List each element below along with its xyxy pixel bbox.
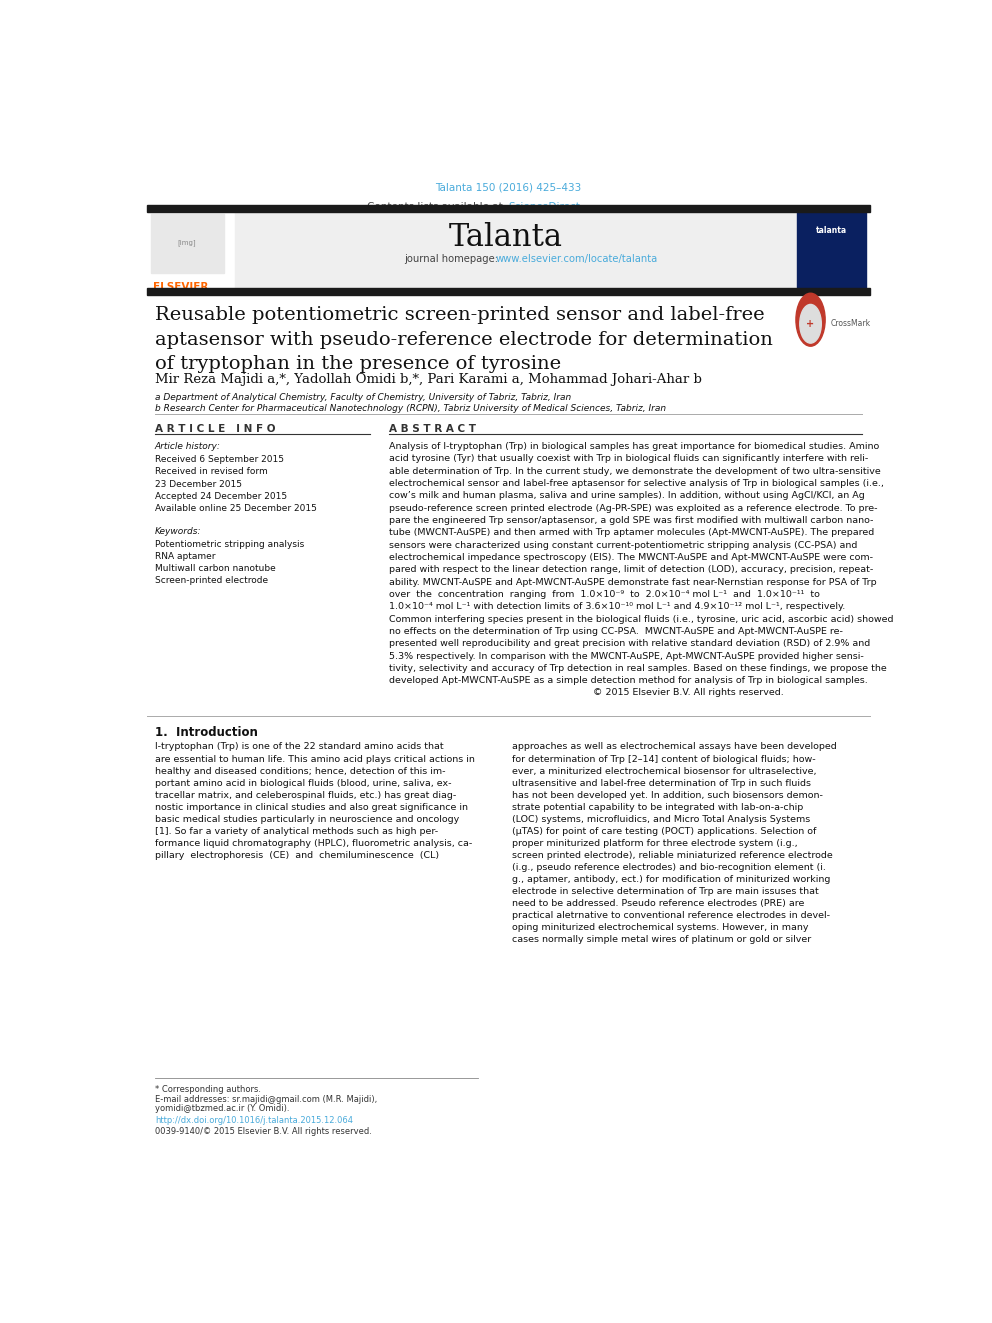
Text: electrochemical impedance spectroscopy (EIS). The MWCNT-AuSPE and Apt-MWCNT-AuSP: electrochemical impedance spectroscopy (…	[389, 553, 873, 562]
Text: Received 6 September 2015: Received 6 September 2015	[155, 455, 284, 464]
Bar	[797, 212, 866, 288]
Text: Received in revised form: Received in revised form	[155, 467, 268, 476]
Bar	[147, 205, 870, 212]
Text: www.elsevier.com/locate/talanta: www.elsevier.com/locate/talanta	[495, 254, 658, 263]
Text: Screen-printed electrode: Screen-printed electrode	[155, 577, 268, 586]
Text: [img]: [img]	[178, 239, 196, 246]
Text: g., aptamer, antibody, ect.) for modification of miniturized working: g., aptamer, antibody, ect.) for modific…	[512, 875, 830, 884]
Text: pillary  electrophoresis  (CE)  and  chemiluminescence  (CL): pillary electrophoresis (CE) and chemilu…	[155, 851, 438, 860]
Text: (LOC) systems, microfluidics, and Micro Total Analysis Systems: (LOC) systems, microfluidics, and Micro …	[512, 815, 810, 824]
Text: E-mail addresses: sr.majidi@gmail.com (M.R. Majidi),: E-mail addresses: sr.majidi@gmail.com (M…	[155, 1095, 377, 1103]
Text: 1.0×10⁻⁴ mol L⁻¹ with detection limits of 3.6×10⁻¹⁰ mol L⁻¹ and 4.9×10⁻¹² mol L⁻: 1.0×10⁻⁴ mol L⁻¹ with detection limits o…	[389, 602, 845, 611]
Text: A B S T R A C T: A B S T R A C T	[389, 423, 476, 434]
Text: able determination of Trp. In the current study, we demonstrate the development : able determination of Trp. In the curren…	[389, 467, 881, 475]
Text: pare the engineered Trp sensor/aptasensor, a gold SPE was first modified with mu: pare the engineered Trp sensor/aptasenso…	[389, 516, 874, 525]
Text: 5.3% respectively. In comparison with the MWCNT-AuSPE, Apt-MWCNT-AuSPE provided : 5.3% respectively. In comparison with th…	[389, 651, 864, 660]
Text: * Corresponding authors.: * Corresponding authors.	[155, 1085, 261, 1094]
Text: need to be addressed. Pseudo reference electrodes (PRE) are: need to be addressed. Pseudo reference e…	[512, 898, 805, 908]
Text: [1]. So far a variety of analytical methods such as high per-: [1]. So far a variety of analytical meth…	[155, 827, 437, 836]
Text: electrochemical sensor and label-free aptasensor for selective analysis of Trp i: electrochemical sensor and label-free ap…	[389, 479, 884, 488]
Text: +: +	[806, 319, 814, 329]
Text: Mir Reza Majidi a,*, Yadollah Omidi b,*, Pari Karami a, Mohammad Johari-Ahar b: Mir Reza Majidi a,*, Yadollah Omidi b,*,…	[155, 373, 701, 386]
Text: ability. MWCNT-AuSPE and Apt-MWCNT-AuSPE demonstrate fast near-Nernstian respons: ability. MWCNT-AuSPE and Apt-MWCNT-AuSPE…	[389, 578, 877, 586]
Text: has not been developed yet. In addition, such biosensors demon-: has not been developed yet. In addition,…	[512, 791, 823, 799]
Text: talanta: talanta	[815, 225, 847, 234]
Text: oping miniturized electrochemical systems. However, in many: oping miniturized electrochemical system…	[512, 922, 808, 931]
Text: acid tyrosine (Tyr) that usually coexist with Trp in biological fluids can signi: acid tyrosine (Tyr) that usually coexist…	[389, 454, 868, 463]
Text: a Department of Analytical Chemistry, Faculty of Chemistry, University of Tabriz: a Department of Analytical Chemistry, Fa…	[155, 393, 571, 402]
Text: 1.  Introduction: 1. Introduction	[155, 726, 258, 740]
Text: healthy and diseased conditions; hence, detection of this im-: healthy and diseased conditions; hence, …	[155, 766, 445, 775]
Text: Available online 25 December 2015: Available online 25 December 2015	[155, 504, 316, 513]
Text: RNA aptamer: RNA aptamer	[155, 552, 215, 561]
Text: tivity, selectivity and accuracy of Trp detection in real samples. Based on thes: tivity, selectivity and accuracy of Trp …	[389, 664, 887, 673]
Text: b Research Center for Pharmaceutical Nanotechnology (RCPN), Tabriz University of: b Research Center for Pharmaceutical Nan…	[155, 405, 666, 413]
Bar	[235, 212, 797, 288]
Ellipse shape	[796, 294, 825, 347]
Text: screen printed electrode), reliable miniaturized reference electrode: screen printed electrode), reliable mini…	[512, 851, 833, 860]
Text: ELSEVIER: ELSEVIER	[153, 282, 208, 292]
Text: proper miniturized platform for three electrode system (i.g.,: proper miniturized platform for three el…	[512, 839, 798, 848]
Text: 0039-9140/© 2015 Elsevier B.V. All rights reserved.: 0039-9140/© 2015 Elsevier B.V. All right…	[155, 1127, 372, 1135]
Text: l-tryptophan (Trp) is one of the 22 standard amino acids that: l-tryptophan (Trp) is one of the 22 stan…	[155, 742, 443, 751]
Text: (i.g., pseudo reference electrodes) and bio-recognition element (i.: (i.g., pseudo reference electrodes) and …	[512, 863, 826, 872]
Text: ScienceDirect: ScienceDirect	[509, 201, 580, 212]
Text: http://dx.doi.org/10.1016/j.talanta.2015.12.064: http://dx.doi.org/10.1016/j.talanta.2015…	[155, 1117, 353, 1126]
Text: electrode in selective determination of Trp are main issuses that: electrode in selective determination of …	[512, 886, 819, 896]
Text: for determination of Trp [2–14] content of biological fluids; how-: for determination of Trp [2–14] content …	[512, 754, 815, 763]
Text: portant amino acid in biological fluids (blood, urine, saliva, ex-: portant amino acid in biological fluids …	[155, 778, 451, 787]
Text: approaches as well as electrochemical assays have been developed: approaches as well as electrochemical as…	[512, 742, 837, 751]
Text: journal homepage:: journal homepage:	[405, 254, 502, 263]
Text: Common interfering species present in the biological fluids (i.e., tyrosine, uri: Common interfering species present in th…	[389, 614, 894, 623]
Text: Multiwall carbon nanotube: Multiwall carbon nanotube	[155, 564, 276, 573]
Text: Reusable potentiometric screen-printed sensor and label-free
aptasensor with pse: Reusable potentiometric screen-printed s…	[155, 307, 773, 373]
Text: Accepted 24 December 2015: Accepted 24 December 2015	[155, 492, 287, 501]
Text: (μTAS) for point of care testing (POCT) applications. Selection of: (μTAS) for point of care testing (POCT) …	[512, 827, 816, 836]
Text: are essential to human life. This amino acid plays critical actions in: are essential to human life. This amino …	[155, 754, 474, 763]
Text: pared with respect to the linear detection range, limit of detection (LOD), accu: pared with respect to the linear detecti…	[389, 565, 874, 574]
Text: Article history:: Article history:	[155, 442, 220, 451]
Text: no effects on the determination of Trp using CC-PSA.  MWCNT-AuSPE and Apt-MWCNT-: no effects on the determination of Trp u…	[389, 627, 843, 636]
Bar	[147, 288, 870, 295]
Text: Contents lists available at: Contents lists available at	[367, 201, 506, 212]
Text: yomidi@tbzmed.ac.ir (Y. Omidi).: yomidi@tbzmed.ac.ir (Y. Omidi).	[155, 1105, 290, 1113]
Text: over  the  concentration  ranging  from  1.0×10⁻⁹  to  2.0×10⁻⁴ mol L⁻¹  and  1.: over the concentration ranging from 1.0×…	[389, 590, 820, 599]
Text: Keywords:: Keywords:	[155, 527, 201, 536]
Text: basic medical studies particularly in neuroscience and oncology: basic medical studies particularly in ne…	[155, 815, 459, 824]
Text: ever, a miniturized electrochemical biosensor for ultraselective,: ever, a miniturized electrochemical bios…	[512, 766, 816, 775]
Text: Analysis of l-tryptophan (Trp) in biological samples has great importance for bi: Analysis of l-tryptophan (Trp) in biolog…	[389, 442, 880, 451]
Text: tube (MWCNT-AuSPE) and then armed with Trp aptamer molecules (Apt-MWCNT-AuSPE). : tube (MWCNT-AuSPE) and then armed with T…	[389, 528, 875, 537]
Text: 23 December 2015: 23 December 2015	[155, 480, 242, 488]
Text: A R T I C L E   I N F O: A R T I C L E I N F O	[155, 423, 275, 434]
Text: tracellar matrix, and celeberospinal fluids, etc.) has great diag-: tracellar matrix, and celeberospinal flu…	[155, 791, 456, 799]
Text: Talanta: Talanta	[449, 222, 563, 253]
Text: formance liquid chromatography (HPLC), fluorometric analysis, ca-: formance liquid chromatography (HPLC), f…	[155, 839, 472, 848]
Text: ultrasensitive and label-free determination of Trp in such fluids: ultrasensitive and label-free determinat…	[512, 778, 811, 787]
Text: © 2015 Elsevier B.V. All rights reserved.: © 2015 Elsevier B.V. All rights reserved…	[389, 688, 784, 697]
Text: developed Apt-MWCNT-AuSPE as a simple detection method for analysis of Trp in bi: developed Apt-MWCNT-AuSPE as a simple de…	[389, 676, 868, 685]
Bar	[151, 214, 224, 273]
Ellipse shape	[800, 304, 821, 343]
Text: presented well reproducibility and great precision with relative standard deviat: presented well reproducibility and great…	[389, 639, 871, 648]
Text: cases normally simple metal wires of platinum or gold or silver: cases normally simple metal wires of pla…	[512, 935, 811, 943]
Text: Potentiometric stripping analysis: Potentiometric stripping analysis	[155, 540, 304, 549]
Text: sensors were characterized using constant current-potentiometric stripping analy: sensors were characterized using constan…	[389, 541, 858, 549]
Text: strate potential capability to be integrated with lab-on-a-chip: strate potential capability to be integr…	[512, 803, 804, 811]
Text: cow’s milk and human plasma, saliva and urine samples). In addition, without usi: cow’s milk and human plasma, saliva and …	[389, 491, 865, 500]
Text: pseudo-reference screen printed electrode (Ag-PR-SPE) was exploited as a referen: pseudo-reference screen printed electrod…	[389, 504, 878, 512]
Text: Talanta 150 (2016) 425–433: Talanta 150 (2016) 425–433	[435, 183, 581, 192]
Text: nostic importance in clinical studies and also great significance in: nostic importance in clinical studies an…	[155, 803, 468, 811]
Text: CrossMark: CrossMark	[830, 319, 871, 328]
Text: practical aletrnative to conventional reference electrodes in devel-: practical aletrnative to conventional re…	[512, 910, 830, 919]
